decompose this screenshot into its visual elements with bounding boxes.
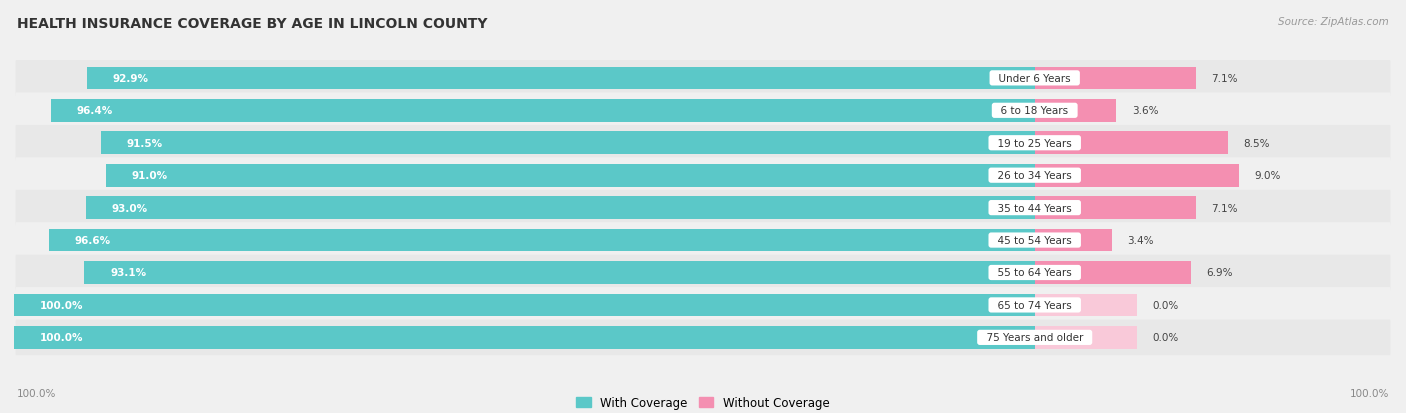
FancyBboxPatch shape bbox=[15, 190, 1391, 226]
Text: 100.0%: 100.0% bbox=[17, 389, 56, 399]
Bar bbox=[14, 326, 1035, 349]
Bar bbox=[51, 100, 1035, 122]
FancyBboxPatch shape bbox=[15, 61, 1391, 97]
Bar bbox=[1035, 67, 1195, 90]
Text: 96.6%: 96.6% bbox=[75, 235, 111, 245]
Text: Source: ZipAtlas.com: Source: ZipAtlas.com bbox=[1278, 17, 1389, 26]
Text: 6 to 18 Years: 6 to 18 Years bbox=[994, 106, 1076, 116]
Bar bbox=[86, 197, 1035, 219]
Text: 92.9%: 92.9% bbox=[112, 74, 148, 84]
Text: 7.1%: 7.1% bbox=[1211, 203, 1237, 213]
Text: 91.5%: 91.5% bbox=[127, 138, 163, 148]
Bar bbox=[1035, 100, 1116, 122]
Bar bbox=[1035, 197, 1195, 219]
Bar bbox=[1035, 294, 1137, 316]
Text: 0.0%: 0.0% bbox=[1152, 300, 1178, 310]
Text: 9.0%: 9.0% bbox=[1254, 171, 1281, 181]
FancyBboxPatch shape bbox=[15, 287, 1391, 323]
FancyBboxPatch shape bbox=[15, 255, 1391, 291]
Text: 7.1%: 7.1% bbox=[1211, 74, 1237, 84]
Text: 35 to 44 Years: 35 to 44 Years bbox=[991, 203, 1078, 213]
Text: 100.0%: 100.0% bbox=[39, 332, 83, 342]
Bar bbox=[1035, 326, 1137, 349]
Text: 0.0%: 0.0% bbox=[1152, 332, 1178, 342]
Text: 45 to 54 Years: 45 to 54 Years bbox=[991, 235, 1078, 245]
Bar bbox=[1035, 229, 1112, 252]
Text: 65 to 74 Years: 65 to 74 Years bbox=[991, 300, 1078, 310]
Text: 3.4%: 3.4% bbox=[1128, 235, 1154, 245]
Text: 96.4%: 96.4% bbox=[76, 106, 112, 116]
Bar bbox=[84, 261, 1035, 284]
Text: 6.9%: 6.9% bbox=[1206, 268, 1233, 278]
Text: 75 Years and older: 75 Years and older bbox=[980, 332, 1090, 342]
Text: 93.0%: 93.0% bbox=[111, 203, 148, 213]
Text: 8.5%: 8.5% bbox=[1243, 138, 1270, 148]
Legend: With Coverage, Without Coverage: With Coverage, Without Coverage bbox=[572, 392, 834, 413]
Text: 100.0%: 100.0% bbox=[1350, 389, 1389, 399]
Bar bbox=[1035, 261, 1191, 284]
FancyBboxPatch shape bbox=[15, 158, 1391, 194]
Bar bbox=[1035, 132, 1227, 155]
FancyBboxPatch shape bbox=[15, 126, 1391, 161]
Text: HEALTH INSURANCE COVERAGE BY AGE IN LINCOLN COUNTY: HEALTH INSURANCE COVERAGE BY AGE IN LINC… bbox=[17, 17, 488, 31]
Bar bbox=[49, 229, 1035, 252]
Text: 55 to 64 Years: 55 to 64 Years bbox=[991, 268, 1078, 278]
FancyBboxPatch shape bbox=[15, 223, 1391, 258]
Bar bbox=[1035, 164, 1239, 187]
FancyBboxPatch shape bbox=[15, 93, 1391, 129]
Text: 100.0%: 100.0% bbox=[39, 300, 83, 310]
Bar bbox=[101, 132, 1035, 155]
Bar bbox=[14, 294, 1035, 316]
Text: 26 to 34 Years: 26 to 34 Years bbox=[991, 171, 1078, 181]
Text: 3.6%: 3.6% bbox=[1132, 106, 1159, 116]
Bar bbox=[105, 164, 1035, 187]
Text: 19 to 25 Years: 19 to 25 Years bbox=[991, 138, 1078, 148]
Bar bbox=[87, 67, 1035, 90]
Text: 91.0%: 91.0% bbox=[131, 171, 167, 181]
Text: Under 6 Years: Under 6 Years bbox=[993, 74, 1077, 84]
Text: 93.1%: 93.1% bbox=[110, 268, 146, 278]
FancyBboxPatch shape bbox=[15, 320, 1391, 355]
